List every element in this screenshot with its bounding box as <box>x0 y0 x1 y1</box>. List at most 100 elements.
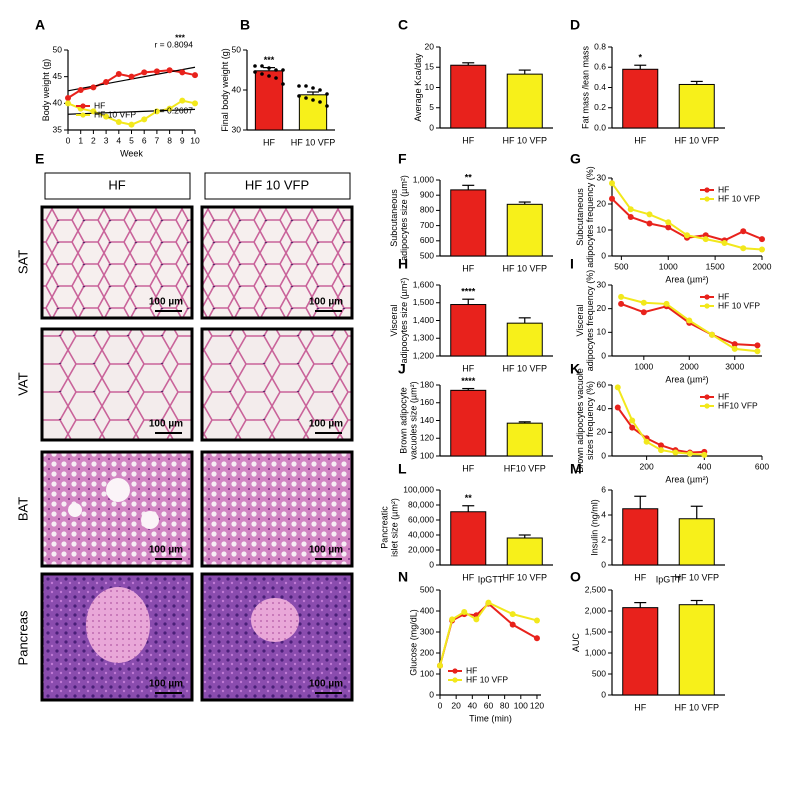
bar <box>450 64 487 129</box>
x-tick-label: 8 <box>167 135 172 145</box>
x-tick-label: 3000 <box>725 361 744 371</box>
y-tick-label: 1,200 <box>413 350 435 360</box>
series-line <box>439 602 538 666</box>
panel-letter: L <box>398 461 407 477</box>
y-tick-label: 45 <box>53 71 63 81</box>
histology-image <box>200 450 354 568</box>
bar <box>450 189 487 257</box>
y-tick-label: 100 <box>420 668 434 678</box>
data-point <box>141 69 148 76</box>
panel-letter: K <box>570 361 580 377</box>
y-tick-label: 50 <box>232 44 242 54</box>
column-header-box <box>204 172 351 200</box>
y-tick-label: 30 <box>597 279 607 289</box>
data-point <box>618 293 625 300</box>
column-header: HF 10 VFP <box>245 177 309 192</box>
y-tick-label: 2,500 <box>585 584 607 594</box>
data-point <box>672 449 679 456</box>
legend-label: HF 10 VFP <box>466 674 508 684</box>
scale-bar-label: 100 µm <box>309 679 343 690</box>
y-tick-label: 0 <box>601 689 606 699</box>
data-point <box>609 180 615 187</box>
legend-marker <box>80 103 86 109</box>
legend-marker <box>452 668 458 674</box>
y-tick-label: 40,000 <box>408 529 434 539</box>
x-tick-label: 80 <box>500 700 510 710</box>
y-tick-label: 1,000 <box>413 174 435 184</box>
data-point <box>65 95 71 101</box>
x-tick-label: 1500 <box>706 261 725 271</box>
x-tick-label: HF <box>462 135 474 145</box>
data-point <box>128 73 135 80</box>
histology-image <box>40 450 194 568</box>
data-point <box>609 195 615 202</box>
row-label: Pancreas <box>15 610 30 665</box>
scale-bar-label: 100 µm <box>149 679 183 690</box>
y-tick-label: 400 <box>420 605 434 615</box>
x-tick-label: HF 10 VFP <box>291 137 336 147</box>
legend-marker <box>704 196 710 202</box>
legend-marker <box>704 403 710 409</box>
scale-bar-label: 100 µm <box>149 419 183 430</box>
data-point <box>325 92 329 96</box>
y-tick-label: 100 <box>420 450 434 460</box>
data-point <box>473 616 480 623</box>
data-point <box>665 224 672 231</box>
data-point <box>663 300 670 307</box>
vacuole <box>68 503 82 517</box>
vacuole <box>141 511 159 529</box>
y-tick-label: 40 <box>53 98 63 108</box>
scale-bar-label: 100 µm <box>309 297 343 308</box>
y-tick-label: 0.0 <box>594 122 606 132</box>
x-tick-label: 40 <box>468 700 478 710</box>
chart-title: IpGTT <box>656 574 682 584</box>
significance: **** <box>461 376 476 386</box>
row-label: BAT <box>15 497 30 521</box>
data-point <box>509 621 516 628</box>
data-point <box>318 88 322 92</box>
data-point <box>281 82 285 86</box>
y-tick-label: 1,500 <box>413 297 435 307</box>
y-axis-label: Subcutaneous <box>575 188 585 246</box>
legend-label: HF <box>718 391 729 401</box>
y-axis-label: vacuoles size (µm²) <box>408 381 418 459</box>
y-tick-label: 500 <box>420 584 434 594</box>
y-axis-label: AUC <box>571 633 581 653</box>
y-tick-label: 180 <box>420 379 434 389</box>
y-tick-label: 0 <box>601 250 606 260</box>
y-tick-label: 50 <box>53 44 63 54</box>
series-line <box>439 601 538 666</box>
y-axis-label: Visceral <box>389 305 399 337</box>
image-panel: E HF HF 10 VFP SAT VAT BAT Pancreas 100 … <box>15 151 354 702</box>
data-point <box>179 69 186 76</box>
data-point <box>179 97 186 104</box>
y-tick-label: 6 <box>601 484 606 494</box>
x-tick-label: 1000 <box>659 261 678 271</box>
legend-label: HF 10 VFP <box>718 300 760 310</box>
y-tick-label: 2,000 <box>585 605 607 615</box>
x-tick-label: 3 <box>104 135 109 145</box>
scale-bar-label: 100 µm <box>149 545 183 556</box>
y-tick-label: 20 <box>597 303 607 313</box>
data-point <box>274 68 278 72</box>
x-tick-label: HF 10 VFP <box>502 572 547 582</box>
x-tick-label: HF 10 VFP <box>674 135 719 145</box>
data-point <box>754 342 761 349</box>
data-point <box>684 232 690 239</box>
annotation: r = 0.2607 <box>154 105 193 115</box>
x-tick-label: HF 10 VFP <box>502 135 547 145</box>
legend-label: HF 10 VFP <box>94 109 136 119</box>
annotation: *** <box>175 32 186 42</box>
legend-marker <box>704 303 710 309</box>
row-label: SAT <box>15 250 30 274</box>
x-tick-label: 1 <box>78 135 83 145</box>
bar <box>678 604 715 696</box>
x-tick-label: HF <box>462 363 474 373</box>
data-point <box>740 245 747 252</box>
y-tick-label: 140 <box>420 415 434 425</box>
data-point <box>65 100 71 107</box>
x-axis-label: Time (min) <box>469 713 512 723</box>
data-point <box>509 611 516 618</box>
y-tick-label: 0.2 <box>594 102 606 112</box>
